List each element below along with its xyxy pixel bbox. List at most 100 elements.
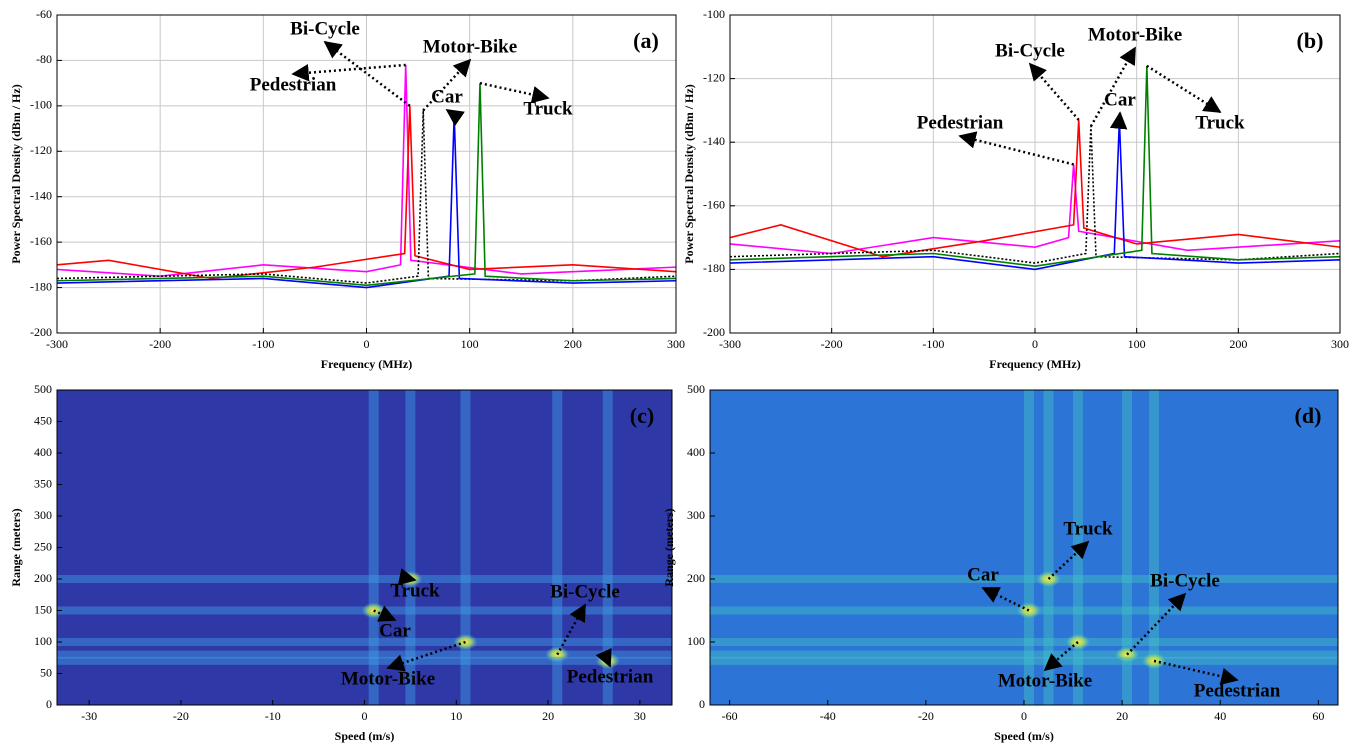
x-tick-label: 200 bbox=[564, 337, 582, 351]
annotation-label: Pedestrian bbox=[917, 112, 1004, 133]
series-line bbox=[57, 83, 676, 287]
plot-area bbox=[730, 15, 1340, 333]
y-tick-label: 300 bbox=[687, 508, 705, 522]
y-tick-label: -180 bbox=[703, 261, 725, 275]
y-tick-label: -100 bbox=[703, 7, 725, 21]
series-line bbox=[57, 114, 676, 289]
annotation-label: Car bbox=[431, 86, 463, 107]
y-axis-label: Range (meters) bbox=[662, 508, 676, 586]
annotation-label: Car bbox=[1104, 89, 1136, 110]
annotation-arrow bbox=[323, 40, 411, 107]
speed-stripe bbox=[1122, 390, 1133, 705]
y-tick-label: -100 bbox=[30, 98, 52, 112]
x-tick-label: -60 bbox=[722, 709, 738, 723]
y-axis-label: Power Spectral Density (dBm / Hz) bbox=[682, 84, 696, 263]
y-tick-label: 150 bbox=[34, 602, 52, 616]
plot-frame bbox=[729, 14, 1341, 334]
y-tick-label: 50 bbox=[40, 665, 52, 679]
plot-area bbox=[710, 390, 1338, 705]
y-tick-label: -200 bbox=[703, 325, 725, 339]
range-stripe bbox=[710, 650, 1338, 659]
annotation-arrow bbox=[1047, 540, 1090, 580]
speed-stripe bbox=[460, 390, 471, 705]
x-tick-label: -200 bbox=[149, 337, 171, 351]
annotation-arrow bbox=[1043, 641, 1079, 672]
annotation-arrow bbox=[958, 131, 1074, 166]
range-stripe bbox=[710, 575, 1338, 583]
annotation-label: Motor-Bike bbox=[341, 668, 435, 689]
y-tick-label: 0 bbox=[699, 697, 705, 711]
speed-stripe bbox=[1023, 390, 1034, 705]
x-tick-label: -10 bbox=[265, 709, 281, 723]
y-tick-label: -140 bbox=[703, 134, 725, 148]
y-tick-label: -200 bbox=[30, 325, 52, 339]
x-axis-label: Speed (m/s) bbox=[994, 729, 1054, 743]
y-tick-label: -160 bbox=[30, 234, 52, 248]
annotation-arrow bbox=[291, 63, 406, 82]
speed-stripe bbox=[602, 390, 613, 705]
y-tick-label: -120 bbox=[703, 70, 725, 84]
range-stripe bbox=[57, 656, 672, 665]
annotation-label: Bi-Cycle bbox=[290, 18, 360, 39]
annotation-label: Truck bbox=[523, 98, 573, 119]
x-tick-label: 200 bbox=[1229, 337, 1247, 351]
panel-label: (d) bbox=[1295, 403, 1322, 428]
annotation-label: Truck bbox=[1063, 518, 1113, 539]
x-axis-label: Speed (m/s) bbox=[335, 729, 395, 743]
x-tick-label: 100 bbox=[1128, 337, 1146, 351]
annotation-arrow bbox=[386, 640, 466, 672]
speed-stripe bbox=[1149, 390, 1160, 705]
annotation-label: Car bbox=[967, 564, 999, 585]
y-axis-label: Power Spectral Density (dBm / Hz) bbox=[9, 84, 23, 263]
plot-frame bbox=[56, 14, 677, 334]
annotation-label: Bi-Cycle bbox=[995, 40, 1065, 61]
x-tick-label: 10 bbox=[450, 709, 462, 723]
annotation-arrow bbox=[479, 81, 550, 104]
speed-stripe bbox=[405, 390, 416, 705]
speed-stripe bbox=[368, 390, 379, 705]
x-tick-label: 20 bbox=[542, 709, 554, 723]
range-stripe bbox=[57, 650, 672, 659]
x-tick-label: 0 bbox=[1021, 709, 1027, 723]
annotation-arrow bbox=[1109, 111, 1128, 130]
annotation-label: Truck bbox=[1195, 112, 1245, 133]
range-stripe bbox=[57, 638, 672, 646]
x-tick-label: -300 bbox=[719, 337, 741, 351]
x-tick-label: -300 bbox=[46, 337, 68, 351]
y-tick-label: 400 bbox=[34, 445, 52, 459]
annotation-arrow bbox=[1153, 659, 1239, 685]
y-tick-label: 400 bbox=[687, 445, 705, 459]
y-tick-label: -120 bbox=[30, 143, 52, 157]
annotation-arrow bbox=[397, 568, 417, 586]
y-axis-label: Range (meters) bbox=[9, 508, 23, 586]
y-tick-label: -140 bbox=[30, 188, 52, 202]
range-stripe bbox=[710, 656, 1338, 665]
x-tick-label: 0 bbox=[364, 337, 370, 351]
y-tick-label: 350 bbox=[34, 476, 52, 490]
speed-stripe bbox=[552, 390, 563, 705]
plot-frame bbox=[709, 389, 1339, 706]
x-tick-label: -20 bbox=[173, 709, 189, 723]
x-tick-label: 30 bbox=[634, 709, 646, 723]
series-line bbox=[730, 65, 1340, 268]
x-tick-label: 20 bbox=[1116, 709, 1128, 723]
x-tick-label: -20 bbox=[918, 709, 934, 723]
annotation-arrow bbox=[1028, 62, 1080, 121]
y-tick-label: 250 bbox=[34, 539, 52, 553]
y-tick-label: 100 bbox=[687, 634, 705, 648]
annotation-label: Bi-Cycle bbox=[1150, 570, 1220, 591]
annotation-label: Pedestrian bbox=[250, 74, 337, 95]
y-tick-label: -180 bbox=[30, 279, 52, 293]
y-tick-label: 200 bbox=[34, 571, 52, 585]
annotation-label: Motor-Bike bbox=[423, 36, 517, 57]
range-stripe bbox=[57, 575, 672, 583]
x-tick-label: 300 bbox=[1331, 337, 1349, 351]
x-axis-label: Frequency (MHz) bbox=[989, 357, 1080, 371]
y-tick-label: 0 bbox=[46, 697, 52, 711]
x-tick-label: -40 bbox=[820, 709, 836, 723]
annotation-arrow bbox=[1126, 592, 1187, 656]
annotation-arrow bbox=[1146, 64, 1222, 114]
panel-label: (c) bbox=[630, 403, 654, 428]
annotation-label: Pedestrian bbox=[567, 666, 654, 687]
